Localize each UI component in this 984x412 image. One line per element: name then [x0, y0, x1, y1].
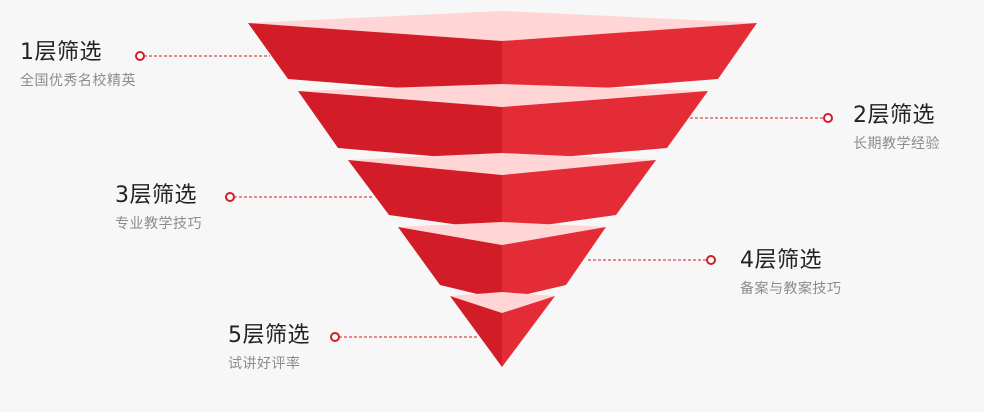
funnel-layer-1-top — [248, 11, 757, 41]
layer-2-subtitle: 长期教学经验 — [853, 136, 940, 152]
connector-1 — [135, 51, 270, 61]
connector-2-dot — [823, 113, 833, 123]
funnel-layer-3-right-face — [502, 160, 656, 231]
connector-3-dot — [225, 192, 235, 202]
layer-5-title: 5层筛选 — [228, 323, 310, 348]
connector-2 — [690, 113, 833, 123]
connector-4-dot — [706, 255, 716, 265]
layer-1-label: 1层筛选 全国优秀名校精英 — [20, 40, 136, 90]
funnel-layer-5-top — [450, 292, 555, 313]
funnel-layer-4-left-face — [398, 227, 502, 300]
funnel-layer-4-right-face — [502, 227, 606, 300]
funnel-layer-1-right-face — [502, 23, 757, 96]
layer-2-label: 2层筛选 长期教学经验 — [853, 103, 940, 153]
layer-1-subtitle: 全国优秀名校精英 — [20, 73, 136, 89]
funnel-layer-4 — [398, 222, 606, 300]
funnel-layer-1 — [248, 11, 757, 96]
layer-3-label: 3层筛选 专业教学技巧 — [115, 183, 202, 233]
funnel-layer-2-top — [298, 84, 708, 107]
layer-5-label: 5层筛选 试讲好评率 — [228, 323, 310, 373]
connector-5 — [330, 332, 478, 342]
funnel-layer-3 — [348, 153, 656, 231]
funnel-layer-3-left-face — [348, 160, 502, 231]
layer-3-subtitle: 专业教学技巧 — [115, 216, 202, 232]
connector-5-dot — [330, 332, 340, 342]
funnel-layer-1-left-face — [248, 23, 502, 96]
funnel-layer-5 — [450, 292, 555, 367]
connector-3 — [225, 192, 374, 202]
funnel-layer-3-top — [348, 153, 656, 175]
funnel-layer-5-left-face — [450, 296, 502, 367]
funnel-layer-5-right-face — [502, 296, 555, 367]
layer-4-subtitle: 备案与教案技巧 — [740, 281, 842, 297]
layer-2-title: 2层筛选 — [853, 103, 935, 128]
layer-3-title: 3层筛选 — [115, 183, 197, 208]
layer-5-subtitle: 试讲好评率 — [228, 356, 301, 372]
funnel-layer-2 — [298, 84, 708, 162]
layer-4-label: 4层筛选 备案与教案技巧 — [740, 248, 842, 298]
layer-1-title: 1层筛选 — [20, 40, 102, 65]
connector-1-dot — [135, 51, 145, 61]
layer-4-title: 4层筛选 — [740, 248, 822, 273]
funnel-layer-2-right-face — [502, 91, 708, 162]
connector-4 — [588, 255, 716, 265]
funnel-layer-2-left-face — [298, 91, 502, 162]
funnel-layer-4-top — [398, 222, 606, 245]
